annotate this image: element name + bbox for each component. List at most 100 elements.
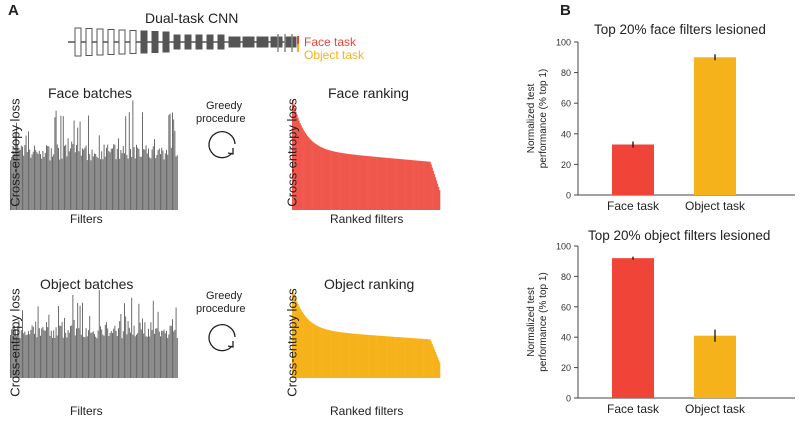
object-batch-bar — [22, 310, 23, 378]
face-ranking-bar — [315, 144, 317, 210]
face-ranking-bar — [396, 158, 399, 210]
object-batch-bar — [150, 322, 152, 378]
object-batch-bar — [71, 325, 73, 378]
face-batch-bar — [100, 159, 101, 210]
face-ranking-bar — [348, 153, 350, 210]
object-batch-bar — [100, 326, 101, 378]
x-tick-label: Object task — [685, 199, 746, 213]
face-ranking-bar — [300, 125, 302, 210]
face-batch-bar — [12, 155, 14, 210]
face-batch-bar — [119, 158, 121, 210]
face-batch-bar — [122, 146, 124, 210]
object-batch-bar — [31, 325, 33, 378]
object-ranking-bar — [417, 338, 420, 378]
object-batch-bar — [162, 330, 164, 378]
face-batch-bar — [114, 144, 116, 210]
face-ranking-bar — [416, 160, 419, 210]
face-batch-bar — [66, 156, 68, 210]
object-batch-bar — [114, 325, 116, 378]
face-ranking-bar — [373, 156, 375, 210]
object-ranking-bar — [344, 332, 347, 378]
object-ranking-bar — [409, 337, 411, 378]
object-ranking-bar — [427, 339, 429, 378]
face-ranking-bar — [368, 156, 370, 210]
face-batch-bar — [18, 152, 20, 210]
object-batch-bar — [76, 328, 77, 378]
face-batch-bar — [73, 120, 75, 210]
face-batch-bar — [146, 153, 148, 210]
face-batch-bar — [85, 145, 87, 210]
face-batch-bar — [36, 152, 38, 210]
face-batch-bar — [176, 155, 178, 210]
face-batch-bar — [150, 158, 152, 210]
face-ranking-bar — [424, 161, 426, 210]
object-batch-bar — [38, 328, 40, 378]
face-batch-bar — [77, 127, 79, 210]
object-batch-bar — [56, 335, 58, 378]
object-ranking-bar — [416, 338, 419, 378]
face-ranking-bar — [392, 158, 394, 210]
face-ranking-bar — [297, 117, 299, 210]
greedy-label-1b: Greedy — [206, 290, 243, 302]
face-batch-bar — [120, 150, 122, 210]
face-batch-bar — [94, 153, 95, 210]
object-ranking-bar — [325, 329, 328, 378]
object-ranking-bar — [371, 335, 373, 378]
object-batch-bar — [37, 306, 39, 378]
face-ranking-bar — [383, 157, 386, 210]
face-batch-bar — [32, 151, 34, 210]
y-tick-label: 60 — [561, 99, 571, 109]
object-batch-bar — [174, 329, 176, 378]
network-layer — [206, 34, 214, 50]
face-batch-bar — [64, 145, 65, 210]
object-ranking-bar — [426, 339, 428, 378]
face-ranking-bar — [322, 148, 325, 210]
network-layer — [242, 36, 255, 48]
face-ranking-bar — [405, 159, 407, 210]
object-ranking-bar — [429, 339, 431, 378]
face-ranking-bar — [401, 159, 404, 210]
object-batch-bar — [48, 314, 50, 378]
object-batch-bar — [118, 328, 119, 378]
face-ranking-bar — [393, 158, 395, 210]
object-ranking-bar — [432, 346, 434, 378]
face-ranking-bar — [432, 170, 434, 210]
face-ranking-ylabel: Cross-entropy loss — [284, 98, 300, 207]
object-batch-bar — [127, 321, 129, 378]
face-ranking-bar — [435, 180, 438, 210]
object-ranking-bar — [346, 333, 349, 378]
face-ranking-bar — [425, 161, 427, 210]
object-ranking-bar — [338, 332, 340, 378]
object-batch-bar — [121, 338, 123, 378]
object-batch-bar — [161, 330, 163, 378]
object-batch-bar — [108, 336, 110, 378]
face-ranking-bar — [366, 155, 368, 210]
object-batch-bar — [163, 329, 165, 378]
object-batch-bar — [73, 319, 75, 378]
object-batch-bar — [84, 337, 86, 378]
face-batch-bar — [67, 138, 69, 210]
object-ranking-bar — [423, 338, 425, 378]
object-batch-bar — [64, 317, 65, 378]
face-ranking-bar — [294, 107, 296, 210]
face-batch-bar — [55, 110, 57, 210]
face-batch-bar — [68, 151, 70, 210]
object-ranking-bar — [368, 334, 370, 378]
object-batch-bar — [13, 325, 15, 378]
object-ranking-bar — [302, 313, 304, 378]
object-batch-bar — [74, 335, 76, 378]
face-ranking-bar — [404, 159, 406, 210]
object-batch-bar — [110, 331, 112, 378]
face-ranking-bar — [308, 138, 311, 210]
face-batch-bar — [133, 147, 135, 210]
object-batch-bar — [106, 322, 107, 378]
face-batch-bar — [158, 148, 160, 210]
face-batch-bar — [137, 147, 139, 210]
object-ranking-bar — [388, 336, 390, 378]
face-ranking-bar — [321, 147, 323, 210]
object-ranking-bar — [366, 334, 368, 378]
face-batch-bar — [42, 150, 44, 210]
object-ranking-bar — [359, 334, 362, 378]
object-batch-bar — [36, 337, 38, 378]
